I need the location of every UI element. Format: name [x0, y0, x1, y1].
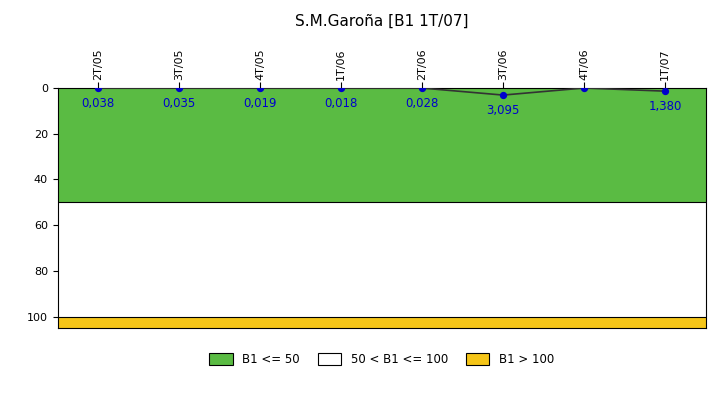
Bar	[58, 88, 706, 202]
Bar	[58, 202, 706, 316]
Point	[92, 85, 104, 91]
Title: S.M.Garoña [B1 1T/07]: S.M.Garoña [B1 1T/07]	[295, 14, 468, 28]
Legend: B1 <= 50, 50 < B1 <= 100, B1 > 100: B1 <= 50, 50 < B1 <= 100, B1 > 100	[204, 348, 559, 371]
Text: 0,018: 0,018	[325, 97, 358, 110]
Point	[416, 85, 428, 91]
Text: 0,028: 0,028	[405, 97, 438, 110]
Point	[578, 85, 590, 91]
Bar	[58, 316, 706, 328]
Text: 0,019: 0,019	[243, 97, 277, 110]
Point	[174, 85, 185, 91]
Text: 0,035: 0,035	[163, 97, 196, 110]
Point	[660, 88, 671, 94]
Point	[254, 85, 266, 91]
Text: 0,038: 0,038	[81, 97, 114, 110]
Point	[336, 85, 347, 91]
Text: 1,380: 1,380	[649, 100, 682, 113]
Text: 3,095: 3,095	[487, 104, 520, 117]
Point	[498, 92, 509, 98]
